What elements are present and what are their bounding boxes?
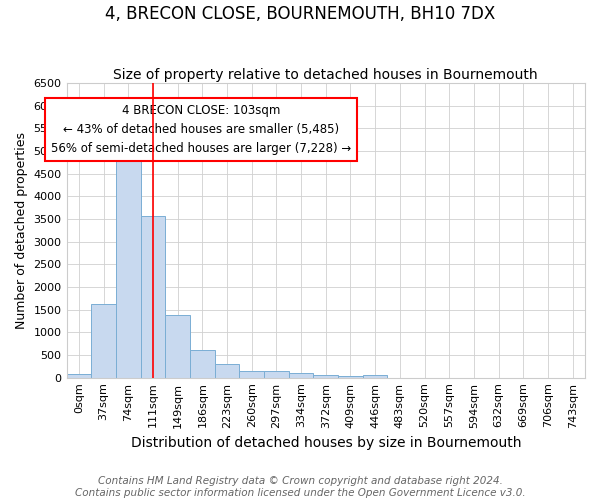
Bar xyxy=(190,350,215,378)
Text: 4, BRECON CLOSE, BOURNEMOUTH, BH10 7DX: 4, BRECON CLOSE, BOURNEMOUTH, BH10 7DX xyxy=(105,5,495,23)
Bar xyxy=(140,216,165,378)
Bar xyxy=(363,374,388,378)
Y-axis label: Number of detached properties: Number of detached properties xyxy=(15,132,28,329)
Bar xyxy=(264,372,289,378)
Bar xyxy=(239,370,264,378)
Bar xyxy=(116,148,140,378)
Bar xyxy=(338,376,363,378)
Bar xyxy=(91,304,116,378)
Text: Contains HM Land Registry data © Crown copyright and database right 2024.
Contai: Contains HM Land Registry data © Crown c… xyxy=(74,476,526,498)
Bar xyxy=(165,314,190,378)
Bar xyxy=(67,374,91,378)
Bar xyxy=(313,376,338,378)
Bar xyxy=(215,364,239,378)
Title: Size of property relative to detached houses in Bournemouth: Size of property relative to detached ho… xyxy=(113,68,538,82)
X-axis label: Distribution of detached houses by size in Bournemouth: Distribution of detached houses by size … xyxy=(131,436,521,450)
Text: 4 BRECON CLOSE: 103sqm
← 43% of detached houses are smaller (5,485)
56% of semi-: 4 BRECON CLOSE: 103sqm ← 43% of detached… xyxy=(51,104,352,155)
Bar xyxy=(289,374,313,378)
